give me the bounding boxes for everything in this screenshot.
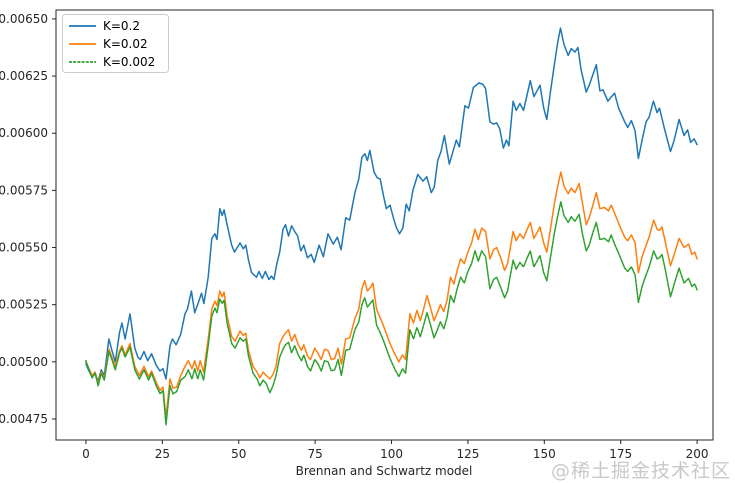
y-tick-label: 0.00600 (0, 126, 48, 140)
y-tick-label: 0.00475 (0, 412, 48, 426)
plot-frame (55, 9, 714, 441)
x-tick-label: 200 (686, 447, 709, 461)
y-tick-label: 0.00500 (0, 355, 48, 369)
x-tick-label: 0 (82, 447, 90, 461)
legend-frame (62, 14, 169, 73)
y-tick-label: 0.00550 (0, 241, 48, 255)
y-tick-label: 0.00625 (0, 69, 48, 83)
legend-label-k0p2: K=0.2 (103, 19, 140, 33)
x-axis-label: Brennan and Schwartz model (296, 464, 473, 478)
series-line-k0002 (85, 201, 698, 426)
y-tick-label: 0.00650 (0, 12, 48, 26)
y-tick-label: 0.00525 (0, 298, 48, 312)
series-line-k02 (85, 27, 698, 382)
x-tick-label: 100 (380, 447, 403, 461)
legend-label-k0p002: K=0.002 (103, 55, 155, 69)
x-tick-label: 25 (155, 447, 170, 461)
x-tick-label: 150 (533, 447, 556, 461)
y-axis-ticks: 0.00475 0.00500 0.00525 0.00550 0.00575 0.006… (0, 12, 56, 426)
legend-box: K=0.2 K=0.02 K=0.002 (62, 14, 169, 73)
x-tick-label: 125 (456, 447, 479, 461)
series-line-k002 (85, 171, 698, 419)
x-tick-label: 75 (307, 447, 322, 461)
x-tick-label: 50 (231, 447, 246, 461)
x-axis-ticks: 0 25 50 75 100 125 150 175 200 (82, 440, 709, 461)
y-tick-label: 0.00575 (0, 183, 48, 197)
watermark-text: @稀土掘金技术社区 (551, 460, 731, 482)
series-lines (85, 27, 698, 426)
legend-label-k0p02: K=0.02 (103, 37, 148, 51)
x-tick-label: 175 (609, 447, 632, 461)
